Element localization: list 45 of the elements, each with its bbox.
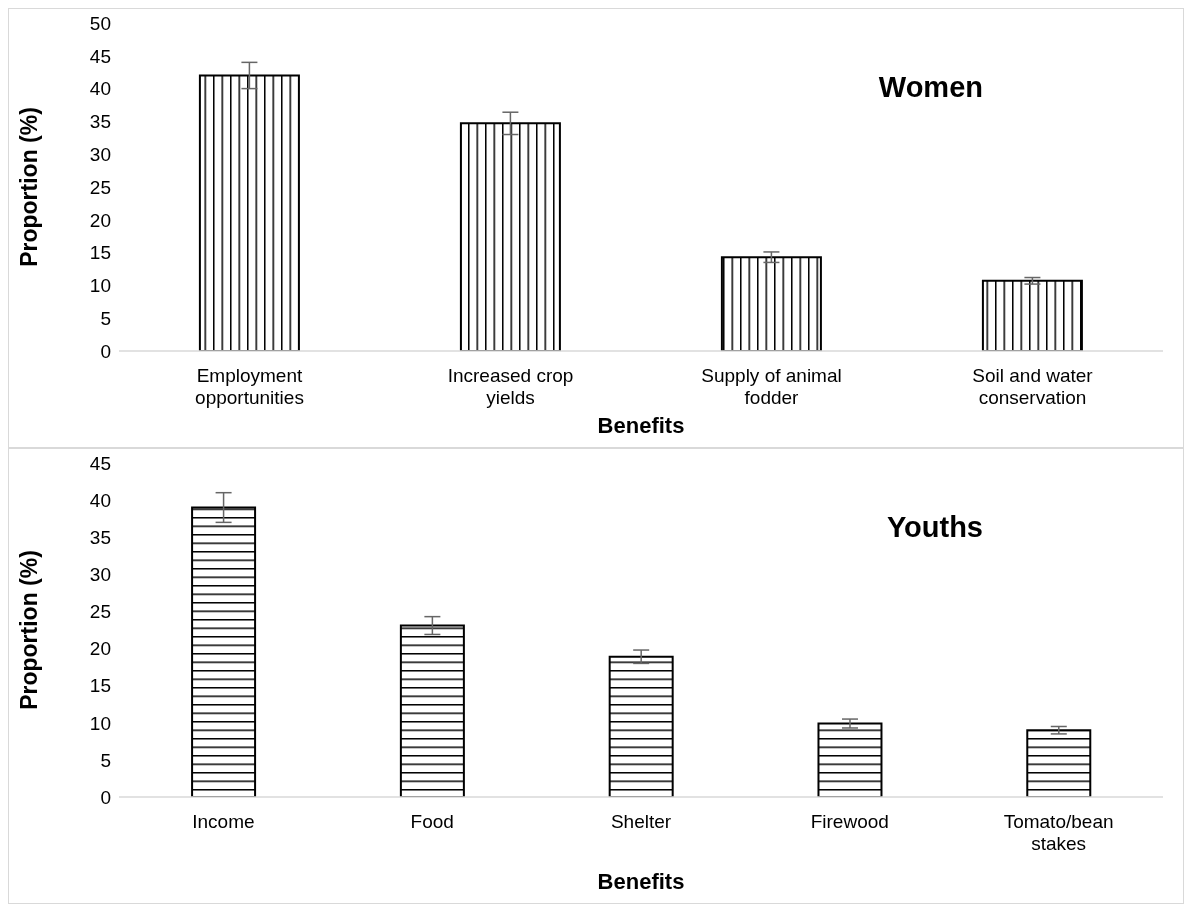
x-tick-label: Supply of animal fodder: [701, 365, 842, 408]
bar: [198, 74, 300, 351]
text: Women: [878, 71, 983, 104]
x-tick-label: Shelter: [610, 811, 672, 833]
y-tick-label: 5: [100, 307, 111, 329]
y-tick-label: 45: [89, 45, 111, 67]
x-tick-label: Employment opportunities: [195, 365, 304, 408]
y-tick-label: 35: [89, 526, 111, 548]
y-tick-label: 50: [89, 12, 111, 34]
x-axis-title: Benefits: [597, 869, 685, 894]
y-tick-label: 35: [89, 111, 111, 133]
x-tick-label: Food: [410, 811, 454, 833]
y-axis-title: Proportion (%): [16, 550, 43, 710]
bar: [191, 506, 257, 797]
x-tick-label: Income: [192, 811, 255, 833]
x-tick-label: Tomato/bean stakes: [1003, 811, 1114, 854]
y-tick-label: 30: [89, 564, 111, 586]
y-axis-title: Proportion (%): [16, 107, 43, 267]
y-tick-label: 15: [89, 675, 111, 697]
x-tick-label: Soil and water conservation: [972, 365, 1094, 408]
y-tick-label: 15: [89, 242, 111, 264]
text: Youths: [886, 511, 983, 544]
y-tick-label: 40: [89, 78, 111, 100]
bar: [981, 279, 1083, 351]
y-tick-label: 5: [100, 749, 111, 771]
y-tick-label: 45: [89, 452, 111, 474]
bar: [608, 655, 674, 797]
bar: [817, 722, 883, 797]
y-tick-label: 20: [89, 638, 111, 660]
y-tick-label: 25: [89, 176, 111, 198]
y-tick-label: 20: [89, 209, 111, 231]
x-axis-title: Benefits: [597, 413, 685, 438]
bar: [1026, 729, 1092, 797]
y-tick-label: 40: [89, 489, 111, 511]
x-tick-label: Increased crop yields: [447, 365, 574, 408]
y-tick-label: 25: [89, 601, 111, 623]
y-tick-label: 30: [89, 143, 111, 165]
bar: [399, 624, 465, 797]
y-tick-label: 10: [89, 712, 111, 734]
y-tick-label: 10: [89, 275, 111, 297]
x-tick-label: Firewood: [810, 811, 889, 833]
y-tick-label: 0: [100, 340, 111, 362]
bar: [720, 256, 822, 351]
bar: [459, 122, 561, 351]
y-tick-label: 0: [100, 786, 111, 808]
